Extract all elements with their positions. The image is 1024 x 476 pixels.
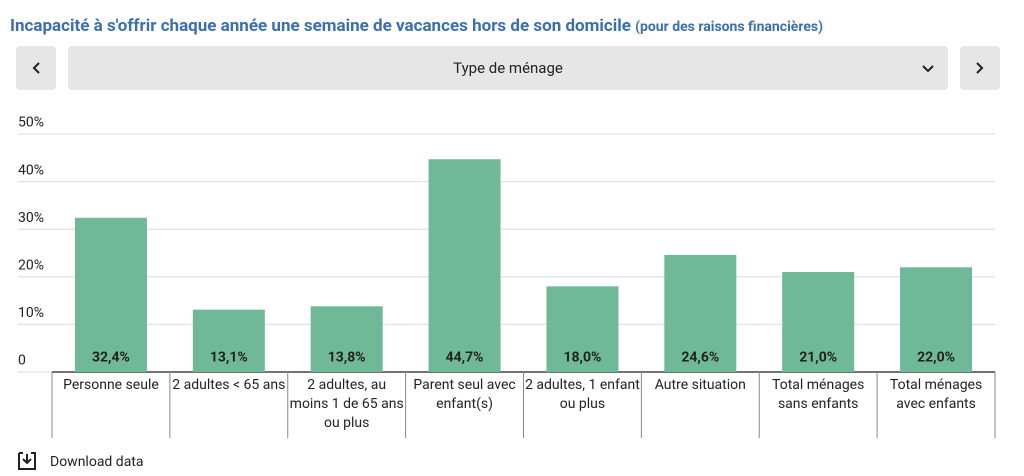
bar (546, 286, 619, 372)
dropdown[interactable]: Type de ménage (68, 46, 948, 90)
y-tick-label: 50% (18, 115, 44, 131)
bar (900, 267, 973, 372)
dropdown-arrow (922, 65, 934, 73)
value-label: 13,8% (328, 350, 366, 366)
next-button[interactable] (960, 46, 1000, 90)
chart-title: Incapacité à s'offrir chaque année une s… (10, 16, 823, 36)
bar (782, 272, 855, 372)
bar (428, 159, 501, 372)
bar (310, 306, 383, 372)
bar (192, 309, 265, 372)
download-link[interactable]: Download data (50, 454, 144, 470)
y-tick-label: 0 (18, 353, 26, 369)
prev-button[interactable] (16, 46, 56, 90)
x-tick-label: 2 adultes, 1 enfant ou plus (525, 377, 640, 412)
y-tick-label: 20% (18, 258, 44, 274)
download-icon[interactable] (17, 451, 37, 471)
value-label: 18,0% (563, 350, 601, 366)
next-icon (976, 62, 984, 74)
x-tick-label: Total ménages sans enfants (772, 377, 865, 412)
value-label: 24,6% (681, 350, 719, 366)
x-tick-label: 2 adultes, au moins 1 de 65 ans ou plus (289, 377, 404, 431)
x-tick-label: Personne seule (63, 377, 159, 393)
value-label: 44,7% (446, 350, 484, 366)
value-label: 32,4% (92, 350, 130, 366)
chart-subtitle: (pour des raisons financières) (635, 19, 824, 35)
value-label: 13,1% (210, 350, 248, 366)
prev-icon (32, 62, 40, 74)
value-label: 22,0% (917, 350, 955, 366)
x-tick-label: 2 adultes < 65 ans (172, 377, 286, 393)
bar (74, 217, 147, 372)
x-tick-label: Parent seul avec enfant(s) (413, 377, 516, 412)
x-tick-label: Total ménages avec enfants (889, 377, 983, 412)
value-label: 21,0% (799, 350, 837, 366)
title-text: Incapacité à s'offrir chaque année une s… (10, 16, 631, 36)
x-tick-label: Autre situation (654, 377, 746, 393)
y-tick-label: 10% (18, 305, 44, 321)
y-tick-label: 30% (18, 210, 44, 226)
y-tick-label: 40% (18, 162, 44, 178)
dropdown-label: Type de ménage (453, 59, 563, 77)
bar (664, 254, 737, 372)
